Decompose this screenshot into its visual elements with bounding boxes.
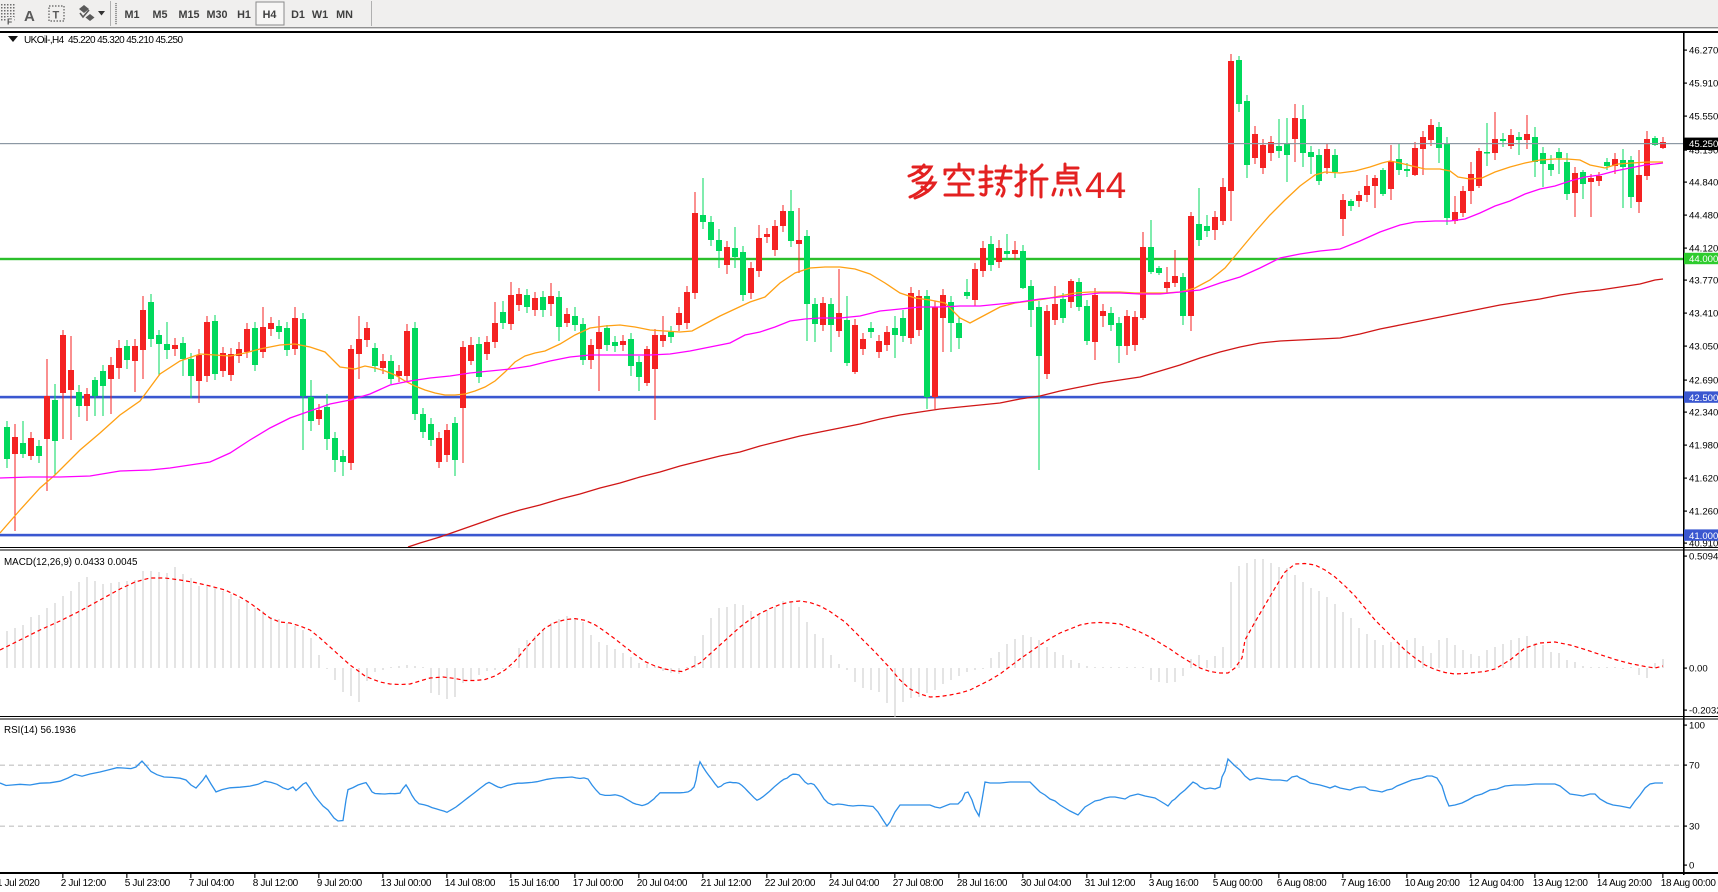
svg-text:41.000: 41.000: [1689, 531, 1718, 542]
svg-text:MACD(12,26,9) 0.0433 0.0045: MACD(12,26,9) 0.0433 0.0045: [4, 557, 138, 568]
svg-text:42.690: 42.690: [1689, 376, 1718, 387]
svg-text:H1: H1: [237, 9, 251, 21]
svg-text:30: 30: [1689, 822, 1700, 833]
svg-text:22 Jul 20:00: 22 Jul 20:00: [765, 878, 816, 889]
svg-text:-0.2032: -0.2032: [1689, 706, 1718, 717]
svg-text:40.910: 40.910: [1689, 539, 1718, 550]
svg-text:70: 70: [1689, 761, 1700, 772]
svg-text:7 Jul 04:00: 7 Jul 04:00: [189, 878, 235, 889]
svg-text:27 Jul 08:00: 27 Jul 08:00: [893, 878, 944, 889]
svg-text:M30: M30: [206, 9, 227, 21]
svg-text:45.550: 45.550: [1689, 112, 1718, 123]
svg-text:44.120: 44.120: [1689, 244, 1718, 255]
svg-text:18 Aug 00:00: 18 Aug 00:00: [1661, 878, 1717, 889]
svg-text:12 Aug 04:00: 12 Aug 04:00: [1469, 878, 1525, 889]
svg-text:7 Aug 16:00: 7 Aug 16:00: [1341, 878, 1391, 889]
svg-text:A: A: [24, 8, 35, 25]
svg-text:28 Jul 16:00: 28 Jul 16:00: [957, 878, 1008, 889]
svg-text:43.410: 43.410: [1689, 309, 1718, 320]
svg-text:D1: D1: [291, 9, 305, 21]
svg-text:44.000: 44.000: [1689, 254, 1718, 265]
svg-text:30 Jul 04:00: 30 Jul 04:00: [1021, 878, 1072, 889]
svg-text:MN: MN: [336, 9, 353, 21]
svg-text:UKOil-,H4 45.220 45.320 45.21: UKOil-,H4 45.220 45.320 45.210 45.250: [24, 35, 183, 46]
svg-text:F: F: [7, 17, 12, 27]
svg-text:0: 0: [1689, 861, 1694, 872]
svg-text:42.340: 42.340: [1689, 408, 1718, 419]
svg-text:5 Aug 00:00: 5 Aug 00:00: [1213, 878, 1263, 889]
svg-text:15 Jul 16:00: 15 Jul 16:00: [509, 878, 560, 889]
svg-text:0.5094: 0.5094: [1689, 552, 1718, 563]
svg-text:13 Jul 00:00: 13 Jul 00:00: [381, 878, 432, 889]
svg-text:0.00: 0.00: [1689, 664, 1708, 675]
svg-text:41.620: 41.620: [1689, 474, 1718, 485]
svg-text:45.910: 45.910: [1689, 79, 1718, 90]
svg-text:42.500: 42.500: [1689, 393, 1718, 404]
svg-text:2 Jul 12:00: 2 Jul 12:00: [61, 878, 107, 889]
svg-text:8 Jul 12:00: 8 Jul 12:00: [253, 878, 299, 889]
svg-text:100: 100: [1689, 721, 1705, 732]
svg-text:M1: M1: [125, 9, 140, 21]
svg-text:10 Aug 20:00: 10 Aug 20:00: [1405, 878, 1461, 889]
svg-text:17 Jul 00:00: 17 Jul 00:00: [573, 878, 624, 889]
svg-text:1 Jul 2020: 1 Jul 2020: [0, 878, 40, 889]
svg-text:H4: H4: [263, 9, 277, 21]
svg-text:43.050: 43.050: [1689, 342, 1718, 353]
svg-text:44.480: 44.480: [1689, 211, 1718, 222]
svg-text:20 Jul 04:00: 20 Jul 04:00: [637, 878, 688, 889]
svg-text:T: T: [53, 10, 60, 22]
svg-text:24 Jul 04:00: 24 Jul 04:00: [829, 878, 880, 889]
svg-text:44: 44: [1085, 165, 1126, 206]
svg-text:M15: M15: [178, 9, 199, 21]
svg-text:14 Aug 20:00: 14 Aug 20:00: [1597, 878, 1653, 889]
svg-text:M5: M5: [153, 9, 168, 21]
svg-text:3 Aug 16:00: 3 Aug 16:00: [1149, 878, 1199, 889]
svg-text:9 Jul 20:00: 9 Jul 20:00: [317, 878, 363, 889]
svg-text:14 Jul 08:00: 14 Jul 08:00: [445, 878, 496, 889]
svg-text:5 Jul 23:00: 5 Jul 23:00: [125, 878, 171, 889]
svg-text:44.840: 44.840: [1689, 178, 1718, 189]
svg-text:45.250: 45.250: [1689, 139, 1718, 150]
svg-text:43.770: 43.770: [1689, 276, 1718, 287]
svg-text:6 Aug 08:00: 6 Aug 08:00: [1277, 878, 1327, 889]
svg-text:W1: W1: [312, 9, 328, 21]
svg-text:RSI(14) 56.1936: RSI(14) 56.1936: [4, 725, 76, 736]
svg-text:13 Aug 12:00: 13 Aug 12:00: [1533, 878, 1589, 889]
svg-text:41.260: 41.260: [1689, 507, 1718, 518]
svg-text:41.980: 41.980: [1689, 441, 1718, 452]
svg-text:45.190: 45.190: [1689, 146, 1718, 157]
svg-text:21 Jul 12:00: 21 Jul 12:00: [701, 878, 752, 889]
svg-text:46.270: 46.270: [1689, 46, 1718, 57]
svg-text:31 Jul 12:00: 31 Jul 12:00: [1085, 878, 1136, 889]
